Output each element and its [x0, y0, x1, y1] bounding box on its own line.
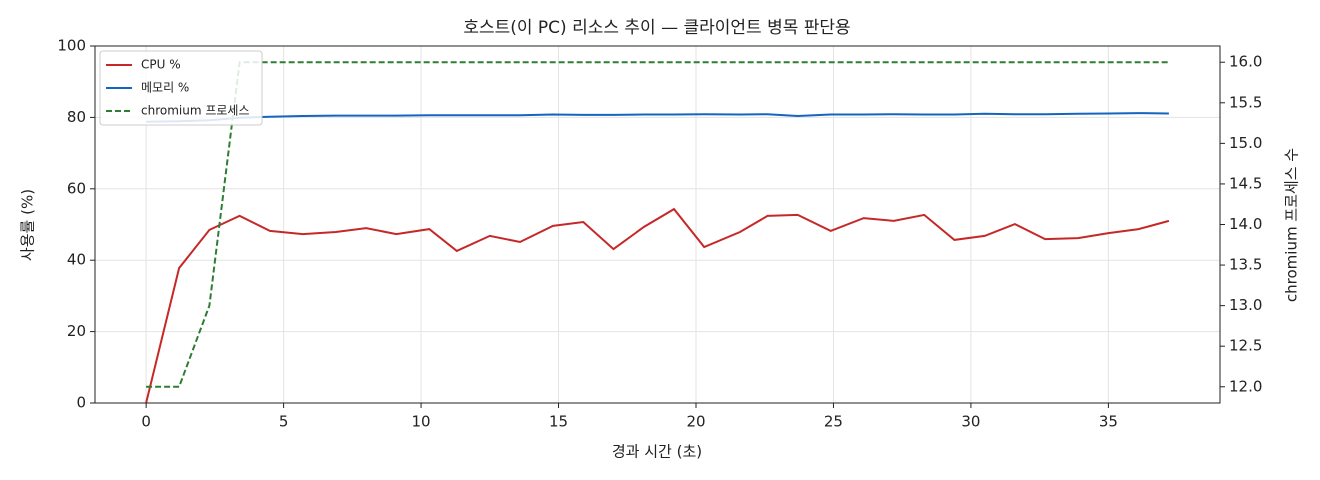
y2-tick-label: 12.5	[1229, 337, 1262, 355]
series-line	[145, 207, 1170, 404]
legend-label: chromium 프로세스	[141, 104, 250, 118]
y2-tick-label: 15.0	[1229, 134, 1262, 152]
y2-tick-label: 16.0	[1229, 53, 1262, 71]
series-line	[146, 61, 1169, 388]
x-tick-label: 25	[824, 413, 843, 431]
x-tick-label: 0	[141, 413, 151, 431]
legend-box	[99, 50, 263, 126]
x-tick-label: 35	[1099, 413, 1118, 431]
series-line	[146, 112, 1169, 123]
plot-frame	[94, 45, 1221, 404]
y2-axis-label: chromium 프로세스 수	[1283, 148, 1301, 302]
legend: CPU % 메모리 % chromium 프로세스	[99, 50, 263, 126]
y-axis-label: 사용률 (%)	[19, 189, 37, 261]
y-tick-label: 60	[67, 179, 86, 197]
legend-label: 메모리 %	[141, 81, 189, 95]
y2-tick-label: 15.5	[1229, 93, 1262, 111]
y2-tick-label: 14.0	[1229, 215, 1262, 233]
x-tick-label: 5	[279, 413, 289, 431]
y-tick-label: 20	[67, 322, 86, 340]
chart-title: 호스트(이 PC) 리소스 추이 — 클라이언트 병목 판단용	[463, 18, 850, 38]
y-tick-label: 80	[67, 108, 86, 126]
y2-tick-label: 14.5	[1229, 174, 1262, 192]
legend-label: CPU %	[141, 58, 181, 72]
x-tick-label: 30	[961, 413, 980, 431]
x-tick-label: 10	[412, 413, 431, 431]
y-tick-label: 100	[57, 37, 86, 55]
y-tick-label: 40	[67, 251, 86, 269]
y2-tick-label: 12.0	[1229, 377, 1262, 395]
x-axis-label: 경과 시간 (초)	[612, 443, 702, 461]
x-tick-label: 15	[549, 413, 568, 431]
y2-tick-label: 13.0	[1229, 296, 1262, 314]
y2-tick-label: 13.5	[1229, 256, 1262, 274]
x-tick-label: 20	[686, 413, 705, 431]
y-tick-label: 0	[76, 394, 86, 412]
